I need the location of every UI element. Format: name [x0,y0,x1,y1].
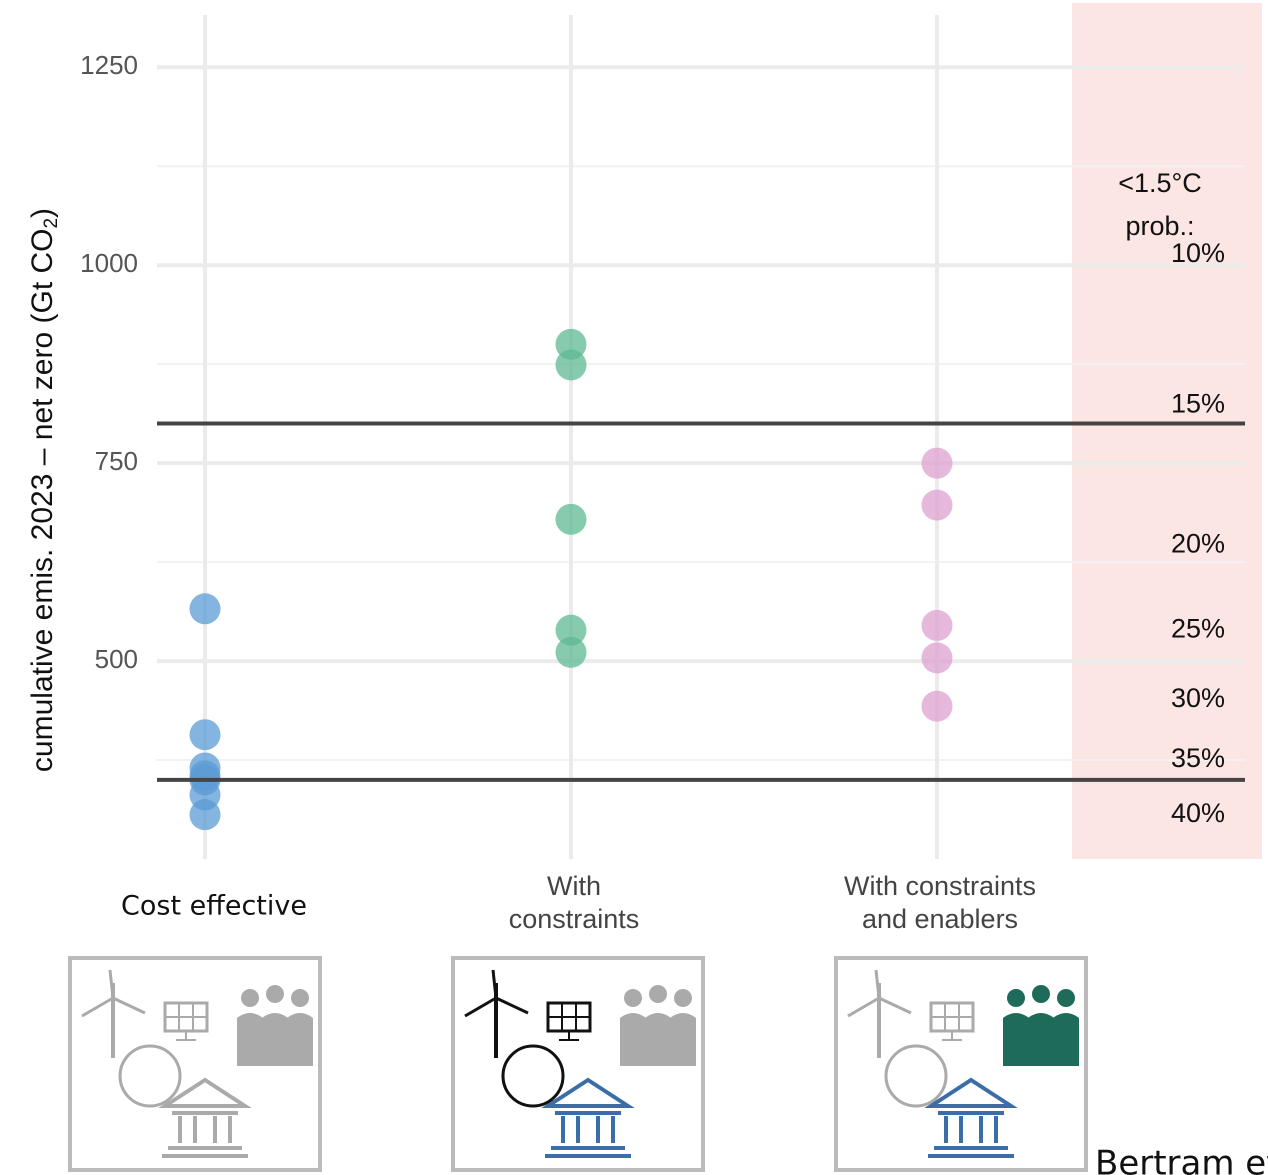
icon-panel [68,956,322,1172]
y-axis-label-text: cumulative emis. 2023 – net zero (Gt CO [26,229,59,773]
solar-grid [931,1003,973,1041]
y-tick-label: 1000 [80,248,138,278]
person-body [237,1013,263,1066]
building-columns [928,1111,1014,1158]
person-head [266,985,284,1003]
globe [118,1044,182,1108]
person-head [674,989,692,1007]
person-head [1007,989,1025,1007]
point [921,489,953,521]
person-head [1032,985,1050,1003]
person-body [1003,1013,1029,1066]
point [921,690,953,722]
person-head [624,989,642,1007]
person-body [262,1013,288,1066]
person-head [291,989,309,1007]
building-roof [541,1077,635,1108]
turbine-blades [847,969,912,1018]
prob-label: 35% [1171,743,1225,773]
person-body [645,1013,671,1066]
x-tick-label: and enablers [862,904,1018,934]
globe [884,1044,948,1108]
person-head [649,985,667,1003]
y-tick-label: 750 [95,446,138,476]
prob-label: 40% [1171,798,1225,828]
point [189,719,221,751]
y-tick-label: 1250 [80,50,138,80]
icon-panel [834,956,1088,1172]
person-body [670,1013,696,1066]
point [555,503,587,535]
point [555,349,587,381]
grid [157,15,1245,859]
prob-label: 25% [1171,613,1225,643]
y-axis-label-sub: 2 [41,218,62,229]
building-roof [158,1077,252,1108]
point [555,614,587,646]
y-tick-label: 500 [95,644,138,674]
person-head [241,989,259,1007]
point [189,799,221,831]
building-roof [924,1077,1018,1108]
prob-label: 15% [1171,388,1225,418]
prob-label: 30% [1171,683,1225,713]
turbine-blades [464,969,529,1018]
person-body [1028,1013,1054,1066]
region-label: prob.: [1125,211,1194,241]
x-tick-label: constraints [509,904,640,934]
person-body [620,1013,646,1066]
x-tick-label: With constraints [844,871,1036,901]
point [921,447,953,479]
point [189,593,221,625]
turbine-blades [81,969,146,1018]
globe [501,1044,565,1108]
source: Bertram et al. [1095,1144,1268,1175]
prob-label: 20% [1171,529,1225,559]
point [921,642,953,674]
person-body [287,1013,313,1066]
x-tick-label: With [547,871,601,901]
x-tick-label: Cost effective [121,891,307,922]
person-head [1057,989,1075,1007]
icon-panel [451,956,705,1172]
y-axis-label-end: ) [26,208,59,218]
solar-grid [165,1003,207,1041]
solar-grid [548,1003,590,1041]
building-columns [162,1111,248,1158]
person-body [1053,1013,1079,1066]
y-axis-label: cumulative emis. 2023 – net zero (Gt CO2… [26,208,62,772]
region-label: <1.5°C [1118,168,1202,198]
prob-label: 10% [1171,238,1225,268]
point [921,609,953,641]
point [555,636,587,668]
building-columns [545,1111,631,1158]
probability-region [1072,3,1262,859]
